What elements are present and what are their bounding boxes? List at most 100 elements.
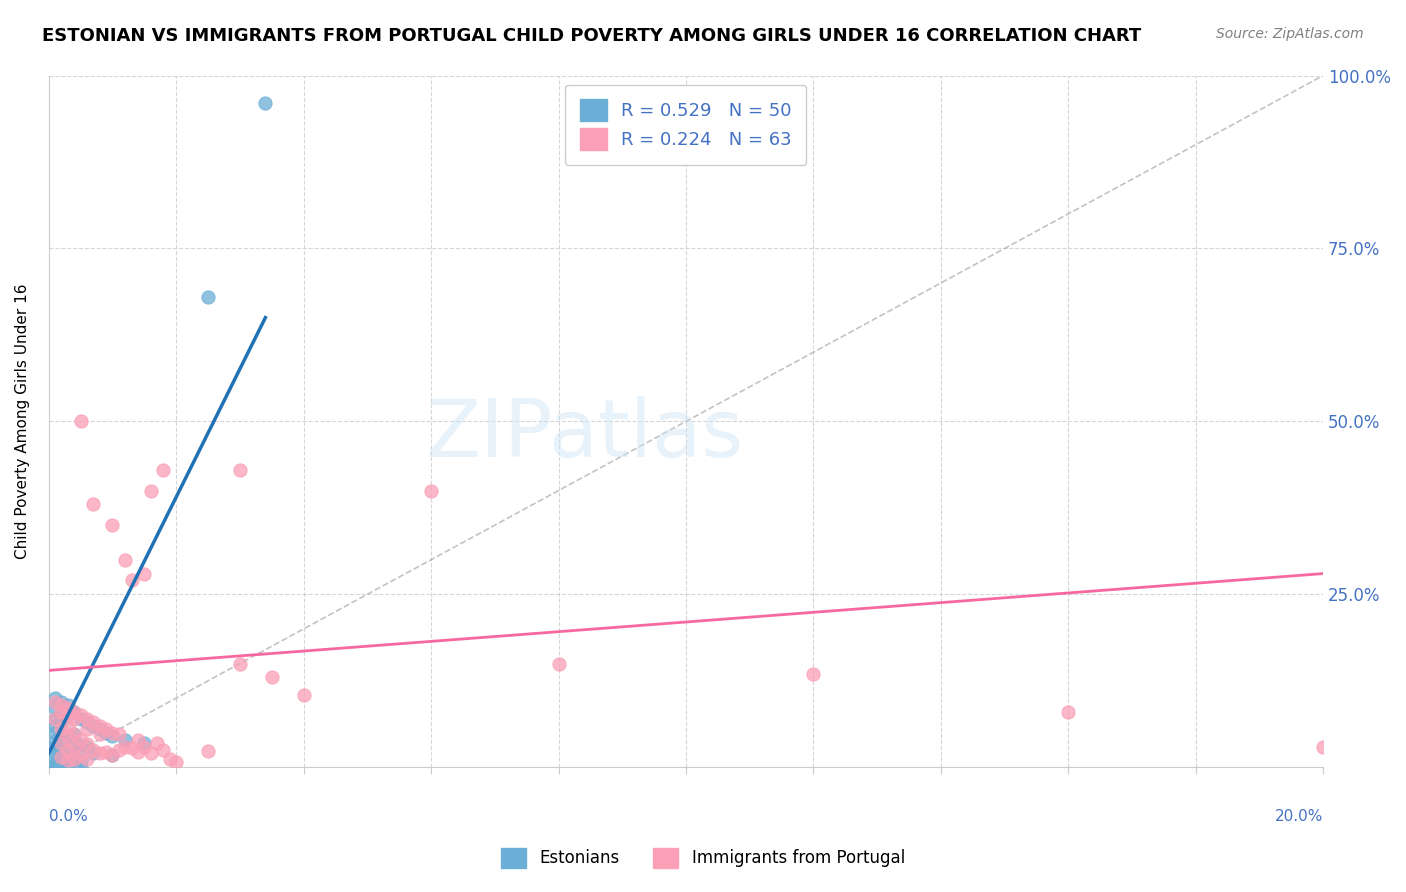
Point [134,736,156,750]
Point [89,727,111,741]
Point [44,747,66,761]
Point [63,727,86,741]
Point [69,738,91,752]
Point [51,755,73,769]
Point [1312,739,1334,754]
Point [76,723,98,737]
Point [229,463,252,477]
Point [101,518,124,533]
Point [51,759,73,773]
Point [121,574,143,588]
Point [69,708,91,723]
Point [63,739,86,754]
Y-axis label: Child Poverty Among Girls Under 16: Child Poverty Among Girls Under 16 [15,284,30,559]
Point [69,414,91,428]
Point [63,705,86,719]
Point [139,747,162,761]
Point [82,715,104,730]
Point [63,738,86,752]
Point [63,752,86,766]
Point [56,701,79,715]
Point [94,745,117,759]
Point [94,723,117,737]
Point [139,483,162,498]
Point [114,739,136,754]
Point [51,694,73,708]
Point [101,725,124,739]
Point [56,751,79,765]
Point [127,745,149,759]
Point [51,708,73,723]
Point [76,752,98,766]
Point [89,723,111,737]
Text: ZIPatlas: ZIPatlas [425,396,742,475]
Point [101,747,124,762]
Point [44,694,66,708]
Point [82,743,104,757]
Point [51,759,73,773]
Point [260,670,283,684]
Point [94,725,117,739]
Text: Source: ZipAtlas.com: Source: ZipAtlas.com [1216,27,1364,41]
Point [69,732,91,747]
Point [56,729,79,743]
Point [44,712,66,726]
Point [134,566,156,581]
Point [69,759,91,773]
Point [51,723,73,737]
Point [165,755,187,769]
Text: 0.0%: 0.0% [49,809,87,824]
Point [76,738,98,752]
Point [89,719,111,733]
Point [56,729,79,743]
Point [1057,705,1080,719]
Point [56,743,79,757]
Point [56,753,79,767]
Point [44,739,66,754]
Point [159,752,181,766]
Point [101,729,124,743]
Point [76,739,98,754]
Point [89,747,111,761]
Point [76,712,98,726]
Point [197,744,219,758]
Point [51,736,73,750]
Point [51,750,73,764]
Point [51,736,73,750]
Point [56,698,79,712]
Point [56,708,79,723]
Point [292,688,315,702]
Point [63,712,86,726]
Point [152,743,174,757]
Point [44,759,66,773]
Point [44,691,66,706]
Point [51,743,73,757]
Point [44,734,66,748]
Point [51,715,73,730]
Point [254,96,277,111]
Point [44,719,66,733]
Point [82,497,104,511]
Point [69,747,91,762]
Point [44,701,66,715]
Text: ESTONIAN VS IMMIGRANTS FROM PORTUGAL CHILD POVERTY AMONG GIRLS UNDER 16 CORRELAT: ESTONIAN VS IMMIGRANTS FROM PORTUGAL CHI… [42,27,1142,45]
Point [114,553,136,567]
Legend: R = 0.529   N = 50, R = 0.224   N = 63: R = 0.529 N = 50, R = 0.224 N = 63 [565,85,807,165]
Point [76,715,98,730]
Point [44,759,66,773]
Point [127,732,149,747]
Point [56,747,79,761]
Legend: Estonians, Immigrants from Portugal: Estonians, Immigrants from Portugal [495,841,911,875]
Text: 20.0%: 20.0% [1275,809,1323,824]
Point [82,719,104,733]
Point [63,751,86,765]
Point [121,740,143,755]
Point [44,712,66,726]
Point [44,753,66,767]
Point [51,750,73,764]
Point [146,736,169,750]
Point [63,727,86,741]
Point [420,483,443,498]
Point [197,290,219,304]
Point [134,739,156,754]
